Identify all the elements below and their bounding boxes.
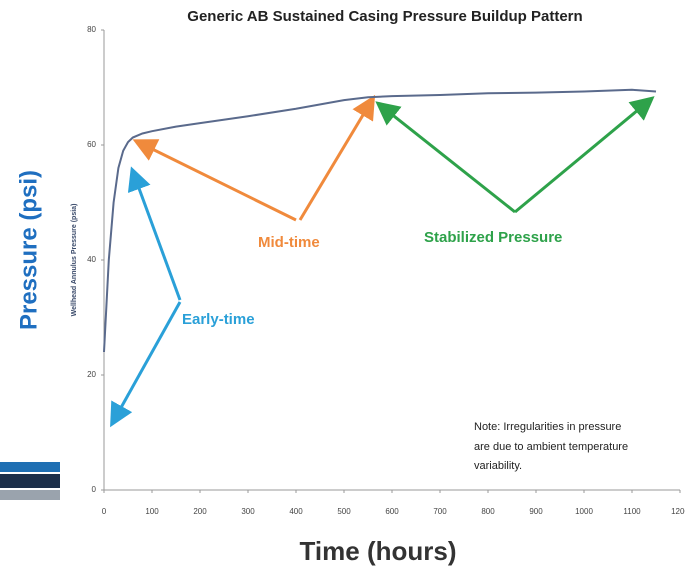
note: variability. — [474, 460, 522, 472]
note: are due to ambient temperature — [474, 441, 628, 453]
x-tick-label: 700 — [433, 507, 447, 516]
y-tick-label: 40 — [87, 255, 96, 264]
y-tick-label: 20 — [87, 370, 96, 379]
x-tick-label: 800 — [481, 507, 495, 516]
x-tick-label: 100 — [145, 507, 159, 516]
chart-title: Generic AB Sustained Casing Pressure Bui… — [187, 8, 582, 25]
x-tick-label: 500 — [337, 507, 351, 516]
decor-bar — [0, 462, 60, 472]
decor-bar — [0, 474, 60, 488]
arrow — [375, 101, 516, 214]
y-tick-label: 0 — [92, 485, 97, 494]
x-tick-label: 1000 — [575, 507, 593, 516]
x-tick-label: 400 — [289, 507, 303, 516]
decor-bar — [0, 490, 60, 500]
line — [103, 88, 657, 353]
arrow — [132, 139, 297, 222]
x-tick-label: 300 — [241, 507, 255, 516]
x-tick-label: 1200 — [671, 507, 685, 516]
annotation: Stabilized Pressure — [424, 229, 562, 246]
arrow — [298, 94, 376, 221]
x-tick-label: 900 — [529, 507, 543, 516]
y-tick-label: 80 — [87, 25, 96, 34]
y-axis-label: Pressure (psi) — [15, 170, 42, 330]
x-tick-label: 200 — [193, 507, 207, 516]
note: Note: Irregularities in pressure — [474, 421, 621, 433]
x-tick-label: 1100 — [623, 507, 641, 516]
inner-y-label: Wellhead Annulus Pressure (psia) — [71, 204, 78, 317]
arrow — [514, 96, 655, 214]
x-tick-label: 600 — [385, 507, 399, 516]
annotation: Early-time — [182, 311, 255, 328]
annotation: Mid-time — [258, 234, 320, 251]
arrow — [110, 301, 182, 428]
x-tick-label: 0 — [102, 507, 107, 516]
arrow — [127, 166, 182, 301]
x-axis-label: Time (hours) — [300, 536, 457, 566]
y-tick-label: 60 — [87, 140, 96, 149]
